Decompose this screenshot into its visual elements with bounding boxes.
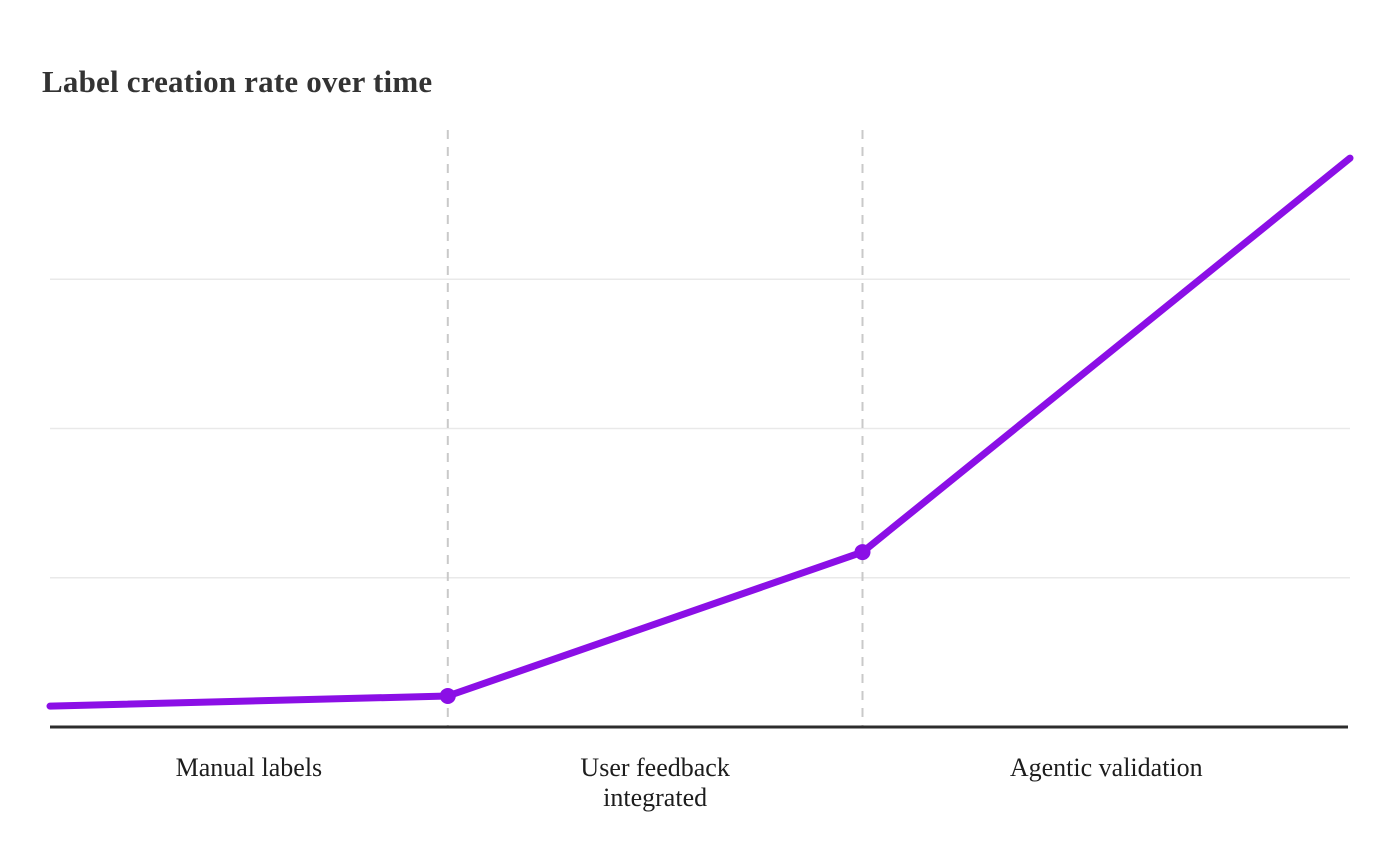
x-axis-label-manual-labels: Manual labels bbox=[175, 753, 323, 782]
x-axis-label-user-feedback-integrated: User feedback integrated bbox=[580, 753, 730, 812]
chart-title: Label creation rate over time bbox=[42, 64, 433, 99]
phase-dividers-group bbox=[446, 130, 864, 727]
gridlines-group bbox=[50, 278, 1350, 579]
x-axis-label-agentic-validation: Agentic validation bbox=[1009, 753, 1203, 782]
line-series-group bbox=[46, 154, 1354, 710]
series-line bbox=[46, 154, 1354, 710]
data-point-marker bbox=[854, 544, 871, 561]
data-point-marker bbox=[439, 687, 456, 704]
